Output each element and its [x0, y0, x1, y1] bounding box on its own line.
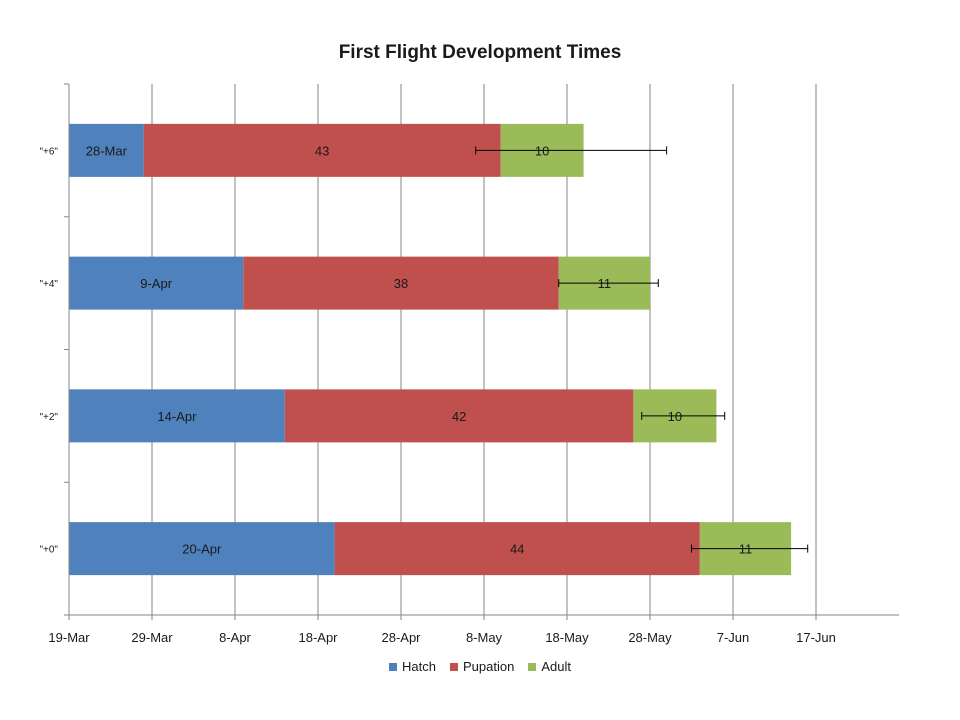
y-category-label: "+6"	[39, 146, 58, 157]
x-tick-label: 8-Apr	[219, 630, 251, 645]
legend-swatch-hatch	[389, 662, 398, 671]
x-tick-label: 28-May	[628, 630, 672, 645]
bar-pupation	[143, 123, 501, 177]
x-tick-label: 7-Jun	[717, 630, 750, 645]
error-bar	[475, 146, 668, 155]
x-tick-label: 28-Apr	[381, 630, 421, 645]
y-category-label: "+0"	[39, 545, 58, 556]
legend-item-hatch: Hatch	[389, 659, 436, 674]
bar-hatch-label: 20-Apr	[182, 542, 222, 557]
x-tick-label: 17-Jun	[796, 630, 836, 645]
bar-pupation-label: 44	[510, 542, 524, 557]
legend: Hatch Pupation Adult	[0, 659, 960, 674]
bar-hatch	[69, 256, 244, 310]
error-bar	[641, 411, 726, 420]
bar-hatch-label: 14-Apr	[157, 409, 197, 424]
legend-item-adult: Adult	[528, 659, 571, 674]
bar-hatch	[69, 522, 335, 576]
legend-label-adult: Adult	[541, 659, 571, 674]
error-bar	[691, 544, 809, 553]
x-tick-label: 18-May	[545, 630, 589, 645]
x-tick-label: 8-May	[466, 630, 503, 645]
bar-pupation	[284, 389, 634, 443]
y-category-label: "+2"	[39, 412, 58, 423]
legend-item-pupation: Pupation	[450, 659, 514, 674]
legend-label-hatch: Hatch	[402, 659, 436, 674]
bar-hatch	[69, 389, 285, 443]
y-category-label: "+4"	[39, 279, 58, 290]
bar-segments	[69, 123, 792, 576]
error-bar	[558, 279, 659, 288]
bar-pupation-label: 42	[452, 409, 466, 424]
bar-pupation-label: 43	[315, 143, 329, 158]
bar-hatch-label: 9-Apr	[140, 276, 172, 291]
bar-pupation	[334, 522, 700, 576]
error-bars	[475, 146, 809, 553]
axes: 19-Mar 29-Mar 8-Apr 18-Apr 28-Apr 8-May 18-May…	[39, 83, 899, 645]
legend-label-pupation: Pupation	[463, 659, 515, 674]
legend-swatch-pupation	[450, 662, 458, 671]
bar-pupation-label: 38	[394, 276, 408, 291]
x-tick-label: 18-Apr	[298, 630, 338, 645]
x-tick-label: 19-Mar	[48, 630, 90, 645]
chart-title: First Flight Development Times	[338, 42, 622, 63]
bar-hatch-label: 28-Mar	[86, 143, 128, 158]
x-tick-label: 29-Mar	[131, 630, 173, 645]
bar-pupation	[243, 256, 559, 310]
legend-swatch-adult	[528, 662, 537, 671]
bar-hatch	[69, 123, 144, 177]
